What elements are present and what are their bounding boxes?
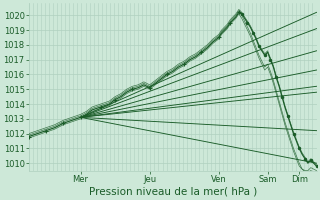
X-axis label: Pression niveau de la mer( hPa ): Pression niveau de la mer( hPa ) — [89, 187, 257, 197]
